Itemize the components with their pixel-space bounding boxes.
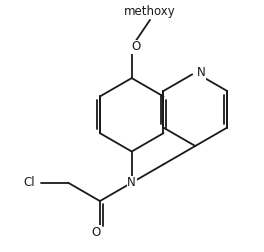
Text: N: N (127, 176, 136, 189)
Text: O: O (91, 226, 100, 239)
Text: N: N (197, 66, 206, 79)
Text: methoxy: methoxy (124, 5, 176, 18)
Text: Cl: Cl (23, 176, 35, 189)
Text: O: O (131, 40, 141, 53)
